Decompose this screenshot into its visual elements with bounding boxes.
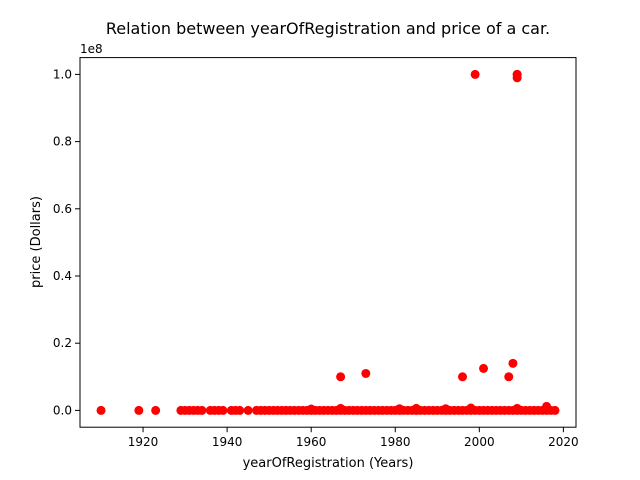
y-axis: 0.0 0.2 0.4 0.6 0.8 1.0 bbox=[53, 67, 80, 417]
x-tick-label: 2000 bbox=[464, 435, 495, 449]
data-point bbox=[96, 405, 106, 415]
data-point bbox=[134, 405, 144, 415]
data-point bbox=[243, 405, 253, 415]
points-layer bbox=[96, 69, 560, 415]
x-tick-label: 1920 bbox=[128, 435, 159, 449]
y-tick-label: 0.4 bbox=[53, 269, 72, 283]
data-point bbox=[504, 372, 514, 382]
y-tick-label: 0.8 bbox=[53, 135, 72, 149]
data-point bbox=[336, 372, 346, 382]
y-tick-label: 0.2 bbox=[53, 336, 72, 350]
data-point bbox=[336, 403, 346, 413]
data-point bbox=[542, 401, 552, 411]
data-point bbox=[512, 403, 522, 413]
data-point bbox=[466, 403, 476, 413]
data-point bbox=[197, 405, 207, 415]
y-tick-label: 0.6 bbox=[53, 202, 72, 216]
data-point bbox=[361, 368, 371, 378]
data-point bbox=[306, 404, 316, 414]
x-tick-label: 1980 bbox=[380, 435, 411, 449]
chart-title: Relation between yearOfRegistration and … bbox=[106, 19, 550, 38]
data-point bbox=[151, 405, 161, 415]
x-tick-label: 1960 bbox=[296, 435, 327, 449]
data-point bbox=[394, 404, 404, 414]
data-point bbox=[458, 372, 468, 382]
y-axis-label: price (Dollars) bbox=[29, 196, 44, 288]
x-tick-label: 2020 bbox=[548, 435, 579, 449]
plot-frame bbox=[79, 57, 577, 428]
data-point bbox=[411, 403, 421, 413]
y-tick-label: 1.0 bbox=[53, 67, 72, 81]
data-point bbox=[470, 69, 480, 79]
x-axis: 1920 1940 1960 1980 2000 2020 bbox=[128, 427, 579, 449]
x-tick-label: 1940 bbox=[212, 435, 243, 449]
data-point bbox=[218, 405, 228, 415]
data-point bbox=[508, 358, 518, 368]
x-axis-label: yearOfRegistration (Years) bbox=[243, 456, 414, 471]
data-point bbox=[512, 69, 522, 79]
data-point bbox=[479, 363, 489, 373]
data-point bbox=[550, 405, 560, 415]
y-tick-label: 0.0 bbox=[53, 403, 72, 417]
y-axis-offset-label: 1e8 bbox=[80, 42, 103, 56]
data-point bbox=[441, 404, 451, 414]
data-point bbox=[235, 405, 245, 415]
